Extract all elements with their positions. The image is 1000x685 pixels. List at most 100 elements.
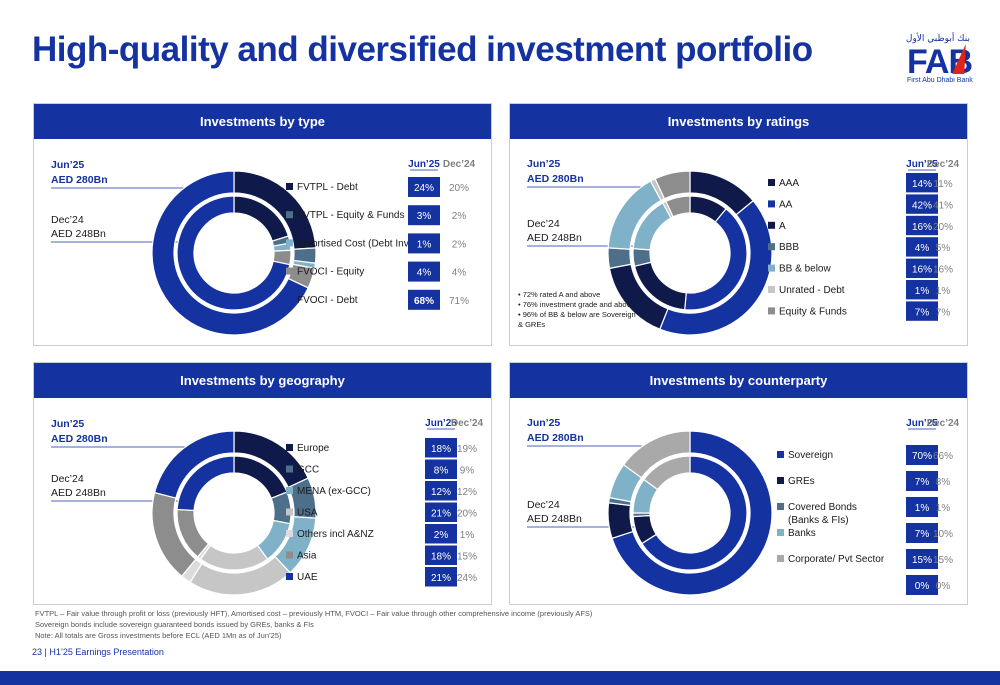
legend-swatch bbox=[768, 221, 775, 229]
chart-note: • 96% of BB & below are Sovereign bbox=[518, 310, 636, 319]
value-cell bbox=[425, 502, 457, 522]
logo-wordmark: FAB bbox=[907, 43, 973, 81]
page-title: High-quality and diversified investment … bbox=[32, 30, 813, 69]
dec-value: 12% bbox=[457, 487, 477, 498]
jun-value: 18% bbox=[431, 444, 451, 455]
logo-subtitle: First Abu Dhabi Bank bbox=[907, 77, 973, 84]
inner-slice bbox=[643, 455, 691, 491]
panel-title: Investments by ratings bbox=[510, 104, 967, 139]
jun-value: 4% bbox=[915, 243, 930, 254]
column-header-jun: Jun’25 bbox=[906, 159, 938, 170]
dec-value: 9% bbox=[460, 466, 475, 477]
legend-label: A bbox=[779, 221, 786, 232]
dec-value: 7% bbox=[936, 307, 951, 318]
outer-ring-period: Jun’25 bbox=[527, 158, 560, 170]
legend-swatch bbox=[777, 451, 784, 458]
legend-swatch bbox=[286, 551, 293, 559]
jun-value: 42% bbox=[912, 200, 932, 211]
legend-label: AAA bbox=[779, 178, 799, 189]
legend-label: FVTPL - Debt bbox=[297, 182, 358, 193]
legend-swatch bbox=[286, 267, 293, 275]
legend-label: Corporate/ Pvt Sector bbox=[788, 554, 885, 565]
legend-label: BBB bbox=[779, 242, 799, 253]
inner-ring-total: AED 248Bn bbox=[51, 487, 106, 499]
column-header-dec: Dec’24 bbox=[443, 159, 476, 170]
legend-swatch bbox=[286, 487, 293, 494]
inner-ring-total: AED 248Bn bbox=[527, 513, 582, 525]
jun-value: 68% bbox=[414, 296, 434, 307]
legend-swatch bbox=[286, 465, 293, 473]
value-cell bbox=[906, 258, 938, 278]
panel-investments-by-geography: Investments by geography Jun’25 AED 280Bn… bbox=[33, 362, 492, 605]
legend-swatch bbox=[777, 529, 784, 536]
legend-swatch bbox=[286, 444, 293, 451]
jun-value: 70% bbox=[912, 451, 932, 462]
inner-slice bbox=[176, 455, 235, 512]
dec-value: 1% bbox=[936, 503, 951, 514]
outer-ring-total: AED 280Bn bbox=[51, 174, 108, 186]
footnote: Sovereign bonds include sovereign guaran… bbox=[35, 620, 314, 629]
dec-value: 24% bbox=[457, 573, 477, 584]
jun-value: 1% bbox=[417, 239, 432, 250]
value-cell bbox=[906, 215, 938, 236]
jun-value: 1% bbox=[915, 286, 930, 297]
value-cell bbox=[408, 261, 440, 282]
legend-swatch bbox=[286, 183, 293, 190]
value-cell bbox=[425, 567, 457, 587]
panel-title: Investments by geography bbox=[34, 363, 491, 398]
outer-ring-total: AED 280Bn bbox=[51, 433, 108, 445]
panel-title: Investments by counterparty bbox=[510, 363, 967, 398]
outer-slice bbox=[153, 430, 235, 499]
legend-swatch bbox=[286, 211, 293, 219]
dec-value: 41% bbox=[933, 200, 953, 211]
jun-value: 3% bbox=[417, 211, 432, 222]
legend-swatch bbox=[286, 295, 293, 303]
legend-swatch bbox=[777, 555, 784, 562]
legend-label: Asia bbox=[297, 551, 317, 562]
value-cell bbox=[906, 173, 938, 193]
column-header-jun: Jun’25 bbox=[425, 418, 457, 429]
dec-value: 71% bbox=[449, 296, 469, 307]
outer-ring-period: Jun’25 bbox=[51, 418, 84, 430]
outer-slice bbox=[607, 502, 634, 540]
logo-arabic-text: بنك أبوظبي الأول bbox=[905, 34, 970, 44]
bottom-bar bbox=[0, 671, 1000, 685]
value-cell bbox=[408, 177, 440, 197]
value-cell bbox=[906, 575, 938, 595]
legend-label: GCC bbox=[297, 465, 319, 476]
dec-value: 10% bbox=[933, 529, 953, 540]
panel-title: Investments by type bbox=[34, 104, 491, 139]
value-cell bbox=[906, 194, 938, 214]
jun-value: 18% bbox=[431, 552, 451, 563]
jun-value: 12% bbox=[431, 487, 451, 498]
value-cell bbox=[425, 459, 457, 479]
outer-slice bbox=[611, 430, 773, 596]
jun-value: 0% bbox=[915, 581, 930, 592]
dec-value: 2% bbox=[452, 239, 467, 250]
dec-value: 15% bbox=[933, 555, 953, 566]
legend-swatch bbox=[286, 530, 293, 537]
legend-swatch bbox=[286, 239, 293, 247]
inner-ring-period: Dec’24 bbox=[51, 473, 84, 485]
jun-value: 7% bbox=[915, 477, 930, 488]
inner-slice bbox=[199, 544, 269, 571]
jun-value: 14% bbox=[912, 179, 932, 190]
inner-ring-period: Dec’24 bbox=[527, 499, 560, 511]
outer-ring-total: AED 280Bn bbox=[527, 432, 584, 444]
outer-ring-period: Jun’25 bbox=[527, 417, 560, 429]
legend-label: Banks bbox=[788, 528, 816, 539]
value-cell bbox=[906, 280, 938, 300]
footnotes: FVTPL – Fair value through profit or los… bbox=[35, 608, 592, 641]
value-cell bbox=[408, 233, 440, 254]
jun-value: 21% bbox=[431, 573, 451, 584]
panel-investments-by-type: Investments by type Jun’25 AED 280Bn Dec’2… bbox=[33, 103, 492, 346]
legend-label: FVOCI - Equity bbox=[297, 267, 364, 278]
inner-slice bbox=[665, 195, 691, 218]
jun-value: 15% bbox=[912, 555, 932, 566]
jun-value: 4% bbox=[417, 268, 432, 279]
panel-investments-by-counterparty: Investments by counterparty Jun’25 AED 28… bbox=[509, 362, 968, 605]
value-cell bbox=[906, 549, 938, 569]
column-header-jun: Jun’25 bbox=[906, 418, 938, 429]
